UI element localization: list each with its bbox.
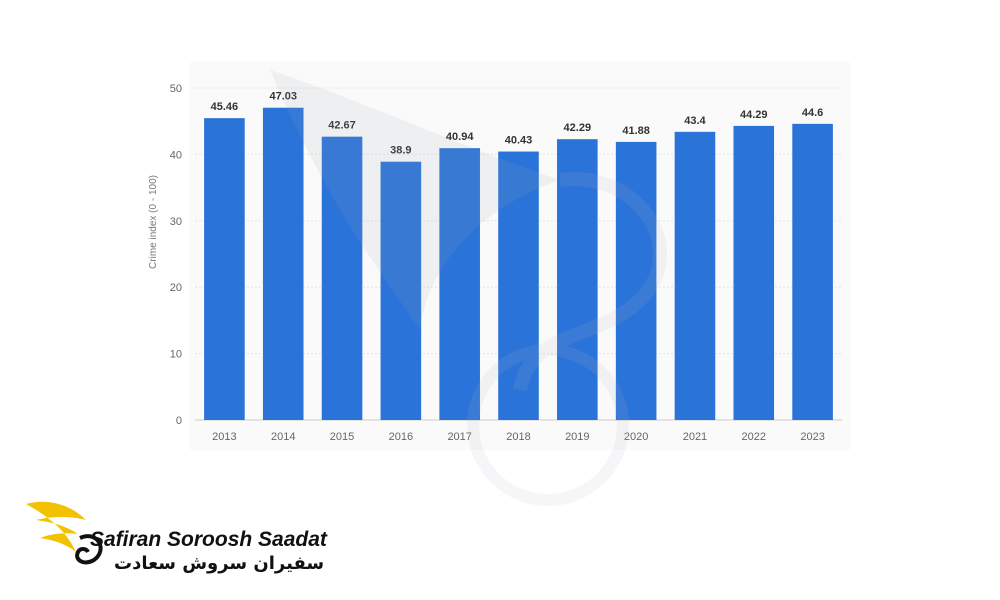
logo-text-english: Safiran Soroosh Saadat bbox=[90, 528, 327, 551]
value-label-2016: 38.9 bbox=[390, 145, 411, 157]
value-labels: 45.46 47.03 42.67 38.9 40.94 40.43 42.29 41.88 4… bbox=[211, 91, 824, 157]
logo-text-persian: سفیران سروش سعادت bbox=[114, 553, 325, 574]
y-axis-ticks: 0 10 20 30 40 50 bbox=[170, 83, 182, 427]
watermark-swan-icon bbox=[270, 70, 667, 506]
value-label-2021: 43.4 bbox=[684, 115, 706, 127]
x-axis-ticks: 2013 2014 2015 2016 2017 2018 2019 2020 2021 2022… bbox=[212, 431, 825, 443]
x-tick-label-2015: 2015 bbox=[330, 431, 354, 443]
y-tick-label: 30 bbox=[170, 216, 182, 228]
y-tick-label: 40 bbox=[170, 149, 182, 161]
bar-2014 bbox=[262, 107, 304, 421]
x-tick-label-2014: 2014 bbox=[271, 431, 295, 443]
x-tick-label-2018: 2018 bbox=[506, 431, 530, 443]
bar-2015 bbox=[321, 136, 363, 420]
value-label-2014: 47.03 bbox=[269, 91, 297, 103]
x-tick-label-2013: 2013 bbox=[212, 431, 236, 443]
bar-2013 bbox=[204, 118, 245, 420]
y-tick-label: 20 bbox=[170, 282, 182, 294]
y-tick-label: 50 bbox=[170, 83, 182, 95]
value-label-2013: 45.46 bbox=[211, 101, 239, 113]
value-label-2020: 41.88 bbox=[622, 125, 650, 137]
value-label-2019: 42.29 bbox=[564, 122, 592, 134]
x-tick-label-2017: 2017 bbox=[447, 431, 471, 443]
bar-2022 bbox=[733, 125, 775, 420]
bar-2021 bbox=[674, 131, 716, 420]
bar-2019 bbox=[557, 139, 598, 420]
x-tick-label-2016: 2016 bbox=[389, 431, 413, 443]
x-tick-label-2020: 2020 bbox=[624, 431, 648, 443]
y-tick-label: 0 bbox=[176, 415, 182, 427]
bar-2017 bbox=[439, 148, 480, 421]
brand-logo: Safiran Soroosh Saadat سفیران سروش سعادت bbox=[22, 490, 327, 580]
value-label-2023: 44.6 bbox=[802, 107, 823, 119]
y-tick-label: 10 bbox=[170, 349, 182, 361]
x-tick-label-2021: 2021 bbox=[683, 431, 707, 443]
swan-neck bbox=[75, 534, 103, 565]
value-label-2015: 42.67 bbox=[328, 120, 356, 132]
y-axis-title: Crime index (0 - 100) bbox=[148, 175, 159, 269]
value-label-2022: 44.29 bbox=[740, 109, 768, 121]
bar-2020 bbox=[615, 141, 657, 420]
wing-icon bbox=[26, 501, 103, 565]
x-tick-label-2019: 2019 bbox=[565, 431, 589, 443]
bar-2018 bbox=[498, 151, 539, 420]
bar-2023 bbox=[792, 123, 833, 420]
wing-feathers bbox=[26, 501, 86, 552]
value-label-2018: 40.43 bbox=[505, 135, 533, 147]
bar-2016 bbox=[380, 161, 422, 421]
value-label-2017: 40.94 bbox=[446, 131, 474, 143]
x-tick-label-2022: 2022 bbox=[742, 431, 766, 443]
bars bbox=[204, 107, 833, 421]
x-tick-label-2023: 2023 bbox=[800, 431, 824, 443]
